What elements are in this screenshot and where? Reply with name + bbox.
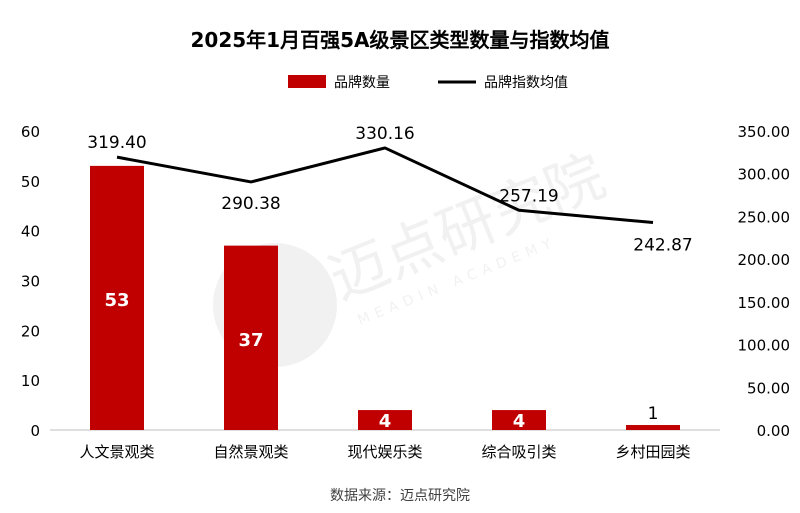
y-right-tick-label: 50.00 <box>747 379 790 397</box>
source-note: 数据来源：迈点研究院 <box>330 488 470 504</box>
watermark-text: 迈点研究院 <box>320 141 614 313</box>
line-data-label: 257.19 <box>499 186 558 206</box>
x-axis-labels: 人文景观类 自然景观类 现代娱乐类 综合吸引类 乡村田园类 <box>79 443 690 461</box>
bar-2 <box>224 245 278 430</box>
legend-bar-swatch <box>288 75 326 88</box>
x-tick-label: 人文景观类 <box>79 443 154 461</box>
bar-series: 53 37 4 4 1 <box>90 165 680 432</box>
y-right-tick-label: 250.00 <box>738 208 791 226</box>
y-left-tick-label: 30 <box>21 273 40 291</box>
index-line <box>116 146 654 225</box>
bar-data-label: 37 <box>238 330 263 351</box>
y-left-tick-label: 60 <box>21 123 40 141</box>
x-tick-label: 自然景观类 <box>213 443 288 461</box>
y-right-tick-label: 300.00 <box>738 166 791 184</box>
y-right-tick-label: 200.00 <box>738 251 791 269</box>
x-tick-label: 综合吸引类 <box>481 443 556 461</box>
y-right-tick-label: 0.00 <box>757 422 790 440</box>
y-right-tick-label: 350.00 <box>738 123 791 141</box>
legend: 品牌数量 品牌指数均值 <box>288 74 568 91</box>
legend-line-label: 品牌指数均值 <box>484 74 568 91</box>
bar-1 <box>90 165 144 430</box>
x-tick-label: 现代娱乐类 <box>347 443 422 461</box>
line-series: 319.40 290.38 330.16 257.19 242.87 <box>87 124 692 256</box>
bar-data-label: 1 <box>648 404 659 424</box>
line-data-label: 319.40 <box>87 133 146 153</box>
y-right-tick-label: 100.00 <box>738 337 791 355</box>
line-data-label: 290.38 <box>221 194 280 214</box>
y-left-tick-label: 40 <box>21 223 40 241</box>
bar-3 <box>358 410 412 430</box>
chart-title: 2025年1月百强5A级景区类型数量与指数均值 <box>191 28 610 52</box>
x-tick-label: 乡村田园类 <box>615 443 690 461</box>
bar-data-label: 4 <box>379 411 392 432</box>
y-axis-right: 0.00 50.00 100.00 150.00 200.00 250.00 300.00 3… <box>738 123 791 440</box>
bar-data-label: 53 <box>104 290 129 311</box>
bar-5 <box>626 425 680 430</box>
bar-data-label: 4 <box>513 411 526 432</box>
y-left-tick-label: 0 <box>30 422 40 440</box>
bar-4 <box>492 410 546 430</box>
y-right-tick-label: 150.00 <box>738 294 791 312</box>
line-data-label: 330.16 <box>355 124 414 144</box>
y-axis-left: 0 10 20 30 40 50 60 <box>21 123 40 440</box>
y-left-tick-label: 20 <box>21 322 40 340</box>
y-left-tick-label: 10 <box>21 372 40 390</box>
y-left-tick-label: 50 <box>21 173 40 191</box>
line-data-label: 242.87 <box>633 236 692 256</box>
legend-bar-label: 品牌数量 <box>334 74 390 91</box>
